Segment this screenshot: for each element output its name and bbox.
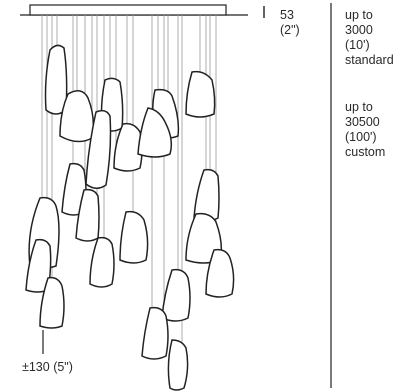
- pendant-shade: [137, 107, 173, 158]
- standard-drop-label: up to 3000 (10') standard: [345, 8, 394, 67]
- custom-drop-label: up to 30500 (100') custom: [345, 100, 386, 159]
- pendant-shade: [185, 70, 216, 118]
- pendant-shade: [85, 109, 112, 189]
- pendant-shade: [167, 339, 189, 391]
- pendant-shades: [25, 44, 235, 391]
- canopy-height-label: 53 (2"): [280, 8, 300, 37]
- pendant-shade: [141, 306, 169, 360]
- pendant-shade: [161, 268, 191, 322]
- pendant-shade: [119, 210, 149, 264]
- pendant-shade: [205, 248, 235, 298]
- pendant-shade: [44, 44, 68, 115]
- canopy: [20, 4, 248, 16]
- cluster-tolerance-label: ±130 (5"): [22, 360, 73, 374]
- pendant-shade: [113, 122, 143, 172]
- pendant-shade: [89, 236, 115, 288]
- pendant-shade: [193, 168, 220, 222]
- pendant-shade: [39, 276, 65, 329]
